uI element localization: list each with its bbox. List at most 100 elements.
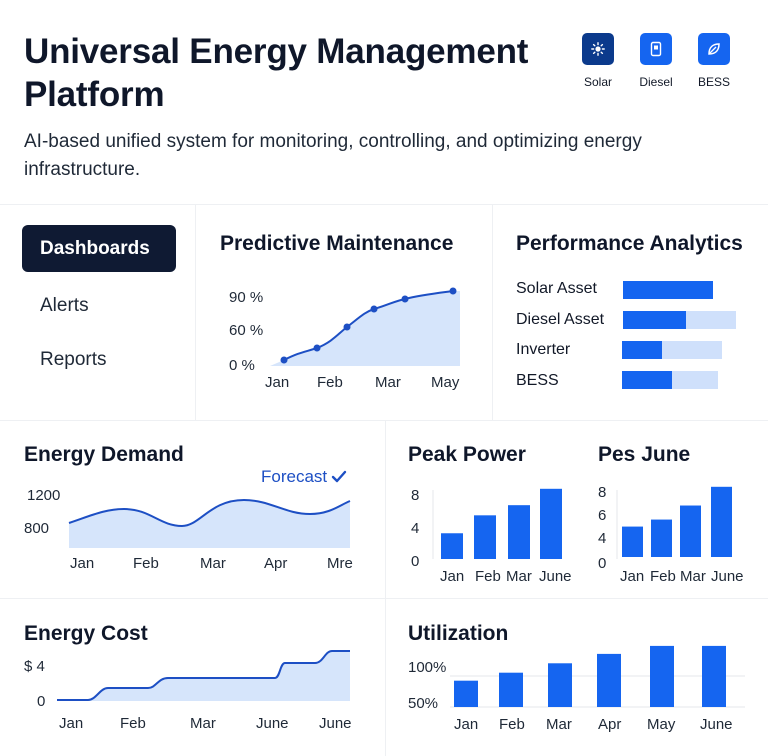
x-tick-label: Apr	[598, 716, 622, 733]
perf-row-label: Solar Asset	[516, 280, 597, 297]
x-tick-label: May	[431, 374, 460, 391]
bar	[702, 645, 726, 707]
y-tick-label: 90 %	[229, 289, 264, 306]
x-tick-label: Mar	[680, 568, 706, 585]
card-title: Performance Analytics	[516, 232, 743, 255]
perf-bar-track	[622, 371, 718, 389]
perf-row-label: Diesel Asset	[516, 311, 605, 328]
perf-bar-track	[622, 341, 722, 359]
x-tick-label: June	[711, 568, 744, 585]
x-tick-label: Mar	[190, 715, 216, 732]
y-tick-label: 6	[598, 507, 607, 524]
data-point	[449, 287, 457, 295]
x-tick-label: Feb	[317, 374, 343, 391]
bar	[711, 486, 732, 557]
divider	[0, 420, 768, 421]
asset-label: Solar	[583, 75, 612, 89]
divider	[492, 205, 493, 420]
sidebar-nav: Dashboards Alerts Reports	[0, 205, 195, 420]
x-tick-label: Feb	[120, 715, 146, 732]
y-tick-label: 0 %	[229, 357, 255, 374]
maintenance-area	[270, 291, 460, 366]
x-tick-label: Jan	[59, 715, 84, 732]
perf-bar-fill	[622, 341, 662, 359]
x-tick-label: Jan	[454, 716, 479, 733]
bar	[650, 645, 674, 707]
data-point	[313, 344, 321, 352]
x-tick-label: Mre	[327, 555, 353, 572]
nav-item-alerts[interactable]: Alerts	[40, 294, 89, 316]
asset-type-selector: Solar Diesel BESS	[578, 33, 734, 89]
card-title: Energy Demand	[24, 443, 184, 466]
card-title: Energy Cost	[24, 622, 148, 645]
divider	[385, 420, 386, 756]
forecast-toggle[interactable]: Forecast	[261, 467, 347, 487]
nav-item-reports[interactable]: Reports	[40, 348, 107, 370]
perf-bar-track	[623, 281, 713, 299]
y-tick-label: 8	[411, 487, 420, 504]
bar	[540, 488, 562, 559]
leaf-icon	[698, 33, 730, 65]
x-tick-label: June	[319, 715, 352, 732]
cost-line	[57, 650, 350, 701]
x-tick-label: Jan	[620, 568, 645, 585]
x-tick-label: Feb	[475, 568, 501, 585]
y-tick-label: 4	[598, 530, 607, 547]
y-tick-label: 50%	[408, 695, 439, 712]
bar	[441, 533, 463, 559]
y-tick-label: 4	[411, 520, 420, 537]
perf-bar-fill	[623, 281, 713, 299]
x-tick-label: Feb	[650, 568, 676, 585]
data-point	[280, 356, 288, 364]
x-tick-label: Mar	[200, 555, 226, 572]
asset-diesel[interactable]: Diesel	[636, 33, 676, 89]
demand-line	[68, 498, 351, 528]
bar	[680, 505, 701, 557]
perf-row-label: BESS	[516, 372, 559, 389]
x-tick-label: Jan	[265, 374, 290, 391]
x-tick-label: May	[647, 716, 676, 733]
y-tick-label: 60 %	[229, 322, 264, 339]
x-tick-label: Jan	[70, 555, 95, 572]
divider	[195, 205, 196, 420]
nav-item-dashboards[interactable]: Dashboards	[22, 225, 176, 272]
data-point	[401, 295, 409, 303]
bar	[548, 663, 572, 707]
bar	[597, 653, 621, 707]
x-tick-label: June	[700, 716, 733, 733]
bar	[454, 680, 478, 707]
card-title: Predictive Maintenance	[220, 232, 454, 255]
bar	[508, 505, 530, 559]
perf-bar-fill	[623, 311, 687, 329]
asset-solar[interactable]: Solar	[578, 33, 618, 89]
page-title: Universal Energy Management Platform	[24, 32, 529, 114]
perf-row-label: Inverter	[516, 341, 571, 358]
page-subtitle: AI-based unified system for monitoring, …	[24, 131, 642, 180]
bar	[499, 672, 523, 707]
bar	[622, 526, 643, 557]
x-tick-label: Feb	[133, 555, 159, 572]
y-tick-label: 0	[37, 693, 46, 710]
y-tick-label: 1200	[27, 487, 61, 504]
bar	[474, 515, 496, 559]
perf-bar-fill	[622, 371, 672, 389]
x-tick-label: Apr	[264, 555, 288, 572]
x-tick-label: Mar	[546, 716, 572, 733]
check-icon	[331, 470, 347, 483]
y-tick-label: $ 4	[24, 658, 45, 675]
card-title: Peak Power	[408, 443, 526, 466]
x-tick-label: June	[256, 715, 289, 732]
card-title: Pes June	[598, 443, 691, 466]
sun-icon	[582, 33, 614, 65]
asset-label: BESS	[697, 75, 730, 89]
x-tick-label: Mar	[506, 568, 532, 585]
divider	[0, 598, 768, 599]
y-tick-label: 0	[411, 553, 420, 570]
asset-bess[interactable]: BESS	[694, 33, 734, 89]
y-tick-label: 800	[24, 520, 50, 537]
